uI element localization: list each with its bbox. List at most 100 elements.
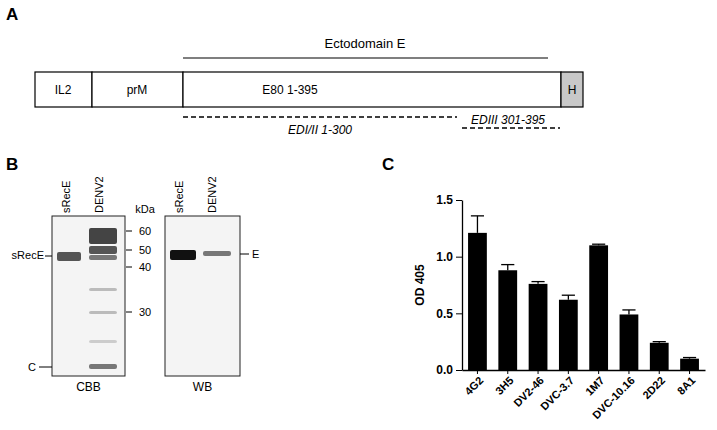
gels: sRecEDENV2CBBsRecEDENV2WBsRecECEkDa60504… <box>12 176 260 394</box>
segment-label: IL2 <box>55 83 72 97</box>
error-cap <box>592 244 605 245</box>
marker-label: 60 <box>139 225 151 237</box>
y-tick-mark <box>456 257 462 258</box>
stain-label: CBB <box>76 380 101 394</box>
band-pointer <box>45 256 52 257</box>
band-pointer <box>39 367 52 368</box>
lane-label: sRecE <box>173 181 185 213</box>
x-tick-label: 2D22 <box>640 374 667 401</box>
segment-box <box>183 72 561 107</box>
y-tick: 1.5 <box>436 193 462 207</box>
segment-box <box>561 72 583 107</box>
y-axis-title: OD 405 <box>413 264 427 306</box>
x-tick: DVC-3.7 <box>538 370 576 412</box>
error-bar <box>622 310 635 315</box>
x-tick: DVC-10.16 <box>590 370 637 421</box>
y-tick: 0.0 <box>436 363 462 377</box>
plot-area <box>468 216 699 370</box>
x-tick-label: 4G2 <box>462 374 485 397</box>
error-bar <box>592 244 605 245</box>
panel-letter: B <box>6 155 18 174</box>
marker-label: 30 <box>139 306 151 318</box>
y-tick-label: 1.5 <box>436 193 453 207</box>
error-line <box>628 310 629 315</box>
x-tick: 3H5 <box>493 370 516 397</box>
error-bar <box>562 295 575 300</box>
y-tick: 0.5 <box>436 307 462 321</box>
domain-line <box>183 116 457 118</box>
y-axis-line <box>462 201 463 371</box>
band-label: sRecE <box>12 249 44 261</box>
x-tick: 8A1 <box>675 370 698 397</box>
lane-label: DENV2 <box>206 176 218 213</box>
band <box>170 250 196 260</box>
band <box>89 228 117 244</box>
segment-box <box>35 72 92 107</box>
error-cap <box>501 264 514 265</box>
bar <box>650 343 669 370</box>
error-cap <box>683 357 696 358</box>
y-tick-mark <box>456 370 462 371</box>
error-bar <box>501 265 514 271</box>
band-label: E <box>252 248 259 260</box>
x-tick-label: DVC-10.16 <box>590 374 637 421</box>
marker-tick <box>126 267 132 268</box>
panel-letter: A <box>6 5 18 24</box>
x-tick-label: DVC-3.7 <box>538 374 576 412</box>
x-tick: 1M7 <box>583 370 607 398</box>
panel-letter: C <box>382 155 394 174</box>
error-line <box>507 265 508 271</box>
x-tick-mark <box>659 370 660 374</box>
y-tick-label: 1.0 <box>436 250 453 264</box>
marker-tick <box>126 312 132 313</box>
band <box>89 364 117 369</box>
y-tick-mark <box>456 313 462 314</box>
stain-label: WB <box>193 380 212 394</box>
x-tick-mark <box>538 370 539 374</box>
bar <box>589 245 608 370</box>
x-axis: 4G23H5DV2-46DVC-3.71M7DVC-10.162D228A1 <box>462 370 705 421</box>
error-bar <box>471 216 484 233</box>
bar <box>680 359 699 370</box>
bar <box>620 314 639 370</box>
marker-tick <box>126 231 132 232</box>
construct-diagram: Ectodomain EIL2prME80 1-395HEDI/II 1-300… <box>35 36 583 137</box>
bar <box>559 300 578 370</box>
x-tick: 4G2 <box>462 370 485 397</box>
gel-frame <box>165 216 240 376</box>
x-tick: 2D22 <box>640 370 667 401</box>
x-tick-mark <box>689 370 690 374</box>
y-tick: 1.0 <box>436 250 462 264</box>
lane-label: sRecE <box>60 181 72 213</box>
band <box>89 340 117 343</box>
error-bar <box>531 282 544 284</box>
marker-tick <box>126 250 132 251</box>
domain-line <box>462 127 560 129</box>
band <box>57 252 81 261</box>
error-cap <box>622 309 635 310</box>
band-pointer <box>240 254 249 255</box>
error-cap <box>471 215 484 216</box>
error-cap <box>653 341 666 342</box>
x-axis-line <box>463 370 706 371</box>
error-line <box>568 295 569 300</box>
error-bar <box>683 358 696 359</box>
error-bar <box>653 342 666 343</box>
band-label: C <box>28 361 36 373</box>
header: Ectodomain E <box>325 36 406 51</box>
x-tick-mark <box>598 370 599 374</box>
error-line <box>477 216 478 233</box>
error-cap <box>562 295 575 296</box>
segment-label: E80 1-395 <box>262 83 318 97</box>
band <box>89 288 117 291</box>
bar <box>468 233 487 370</box>
x-tick-label: 3H5 <box>493 374 516 397</box>
segment-box <box>92 72 183 107</box>
y-tick-label: 0.5 <box>436 307 453 321</box>
x-tick-label: 8A1 <box>675 374 698 397</box>
y-tick-label: 0.0 <box>436 363 453 377</box>
y-tick-mark <box>456 200 462 201</box>
domain-label: EDIII 301-395 <box>471 113 545 127</box>
x-tick-label: 1M7 <box>583 374 607 398</box>
bar <box>498 270 517 370</box>
